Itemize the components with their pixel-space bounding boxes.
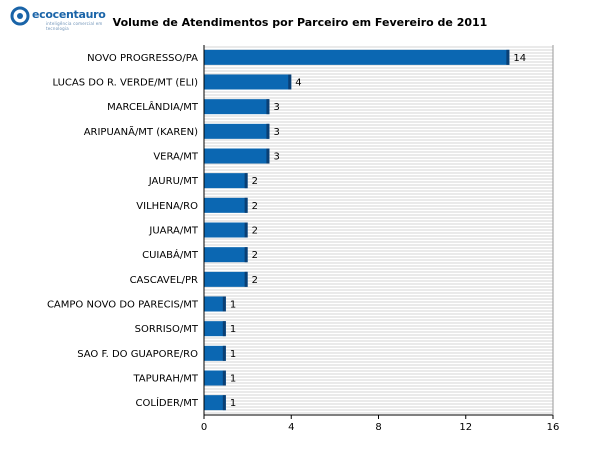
category-label: CASCAVEL/PR: [130, 275, 198, 286]
data-label: 3: [273, 152, 279, 163]
bar-edge: [222, 395, 226, 411]
category-label: CUIABÁ/MT: [142, 248, 199, 261]
data-label: 4: [295, 78, 301, 89]
bar-edge: [244, 247, 248, 263]
x-tick-label: 0: [201, 422, 207, 433]
bar: [204, 74, 292, 90]
bar: [204, 173, 248, 189]
bar-edge: [288, 74, 292, 90]
x-tick-label: 8: [375, 422, 381, 433]
x-tick-label: 12: [459, 422, 472, 433]
bar-edge: [222, 321, 226, 337]
data-label: 1: [230, 349, 236, 360]
category-label: SAO F. DO GUAPORE/RO: [77, 349, 198, 360]
data-label: 3: [273, 127, 279, 138]
bar: [204, 99, 270, 115]
bar: [204, 49, 510, 65]
data-label: 3: [273, 102, 279, 113]
x-tick-label: 4: [288, 422, 294, 433]
data-label: 2: [252, 201, 258, 212]
category-label: CAMPO NOVO DO PARECIS/MT: [47, 300, 199, 311]
category-label: VERA/MT: [153, 152, 199, 163]
bar-edge: [244, 197, 248, 213]
data-label: 1: [230, 300, 236, 311]
data-label: 14: [513, 53, 526, 64]
logo-tagline: inteligência comercial em tecnologia: [46, 21, 103, 31]
data-label: 1: [230, 398, 236, 409]
brand-logo: ecocentauro inteligência comercial em te…: [10, 6, 110, 31]
bar-edge: [266, 99, 270, 115]
bar-edge: [244, 222, 248, 238]
bar: [204, 395, 226, 411]
bar: [204, 148, 270, 164]
bar: [204, 123, 270, 139]
bar: [204, 222, 248, 238]
bar-edge: [222, 370, 226, 386]
bar: [204, 345, 226, 361]
bar: [204, 296, 226, 312]
category-label: JAURU/MT: [148, 176, 199, 187]
bar-edge: [222, 296, 226, 312]
category-label: TAPURAH/MT: [132, 374, 198, 385]
bar: [204, 247, 248, 263]
data-label: 2: [252, 275, 258, 286]
logo-name: ecocentauro: [32, 8, 106, 21]
data-label: 1: [230, 324, 236, 335]
bar-edge: [244, 173, 248, 189]
data-label: 2: [252, 226, 258, 237]
data-label: 1: [230, 374, 236, 385]
x-tick-label: 16: [547, 422, 560, 433]
logo-mark-icon: [10, 6, 30, 26]
category-label: LUCAS DO R. VERDE/MT (ELI): [53, 78, 199, 89]
bar-edge: [506, 49, 510, 65]
category-label: JUARA/MT: [148, 226, 198, 237]
bar: [204, 370, 226, 386]
category-label: COLÍDER/MT: [136, 396, 199, 409]
bar-edge: [222, 345, 226, 361]
bar-edge: [266, 148, 270, 164]
data-label: 2: [252, 250, 258, 261]
category-label: VILHENA/RO: [136, 201, 198, 212]
bar: [204, 197, 248, 213]
bar: [204, 321, 226, 337]
bar-edge: [244, 271, 248, 287]
category-label: ARIPUANÃ/MT (KAREN): [84, 125, 198, 138]
bar: [204, 271, 248, 287]
category-label: SORRISO/MT: [135, 324, 199, 335]
chart-title: Volume de Atendimentos por Parceiro em F…: [112, 16, 488, 29]
category-label: NOVO PROGRESSO/PA: [87, 53, 198, 64]
data-label: 2: [252, 176, 258, 187]
bar-edge: [266, 123, 270, 139]
category-label: MARCELÂNDIA/MT: [107, 100, 199, 113]
